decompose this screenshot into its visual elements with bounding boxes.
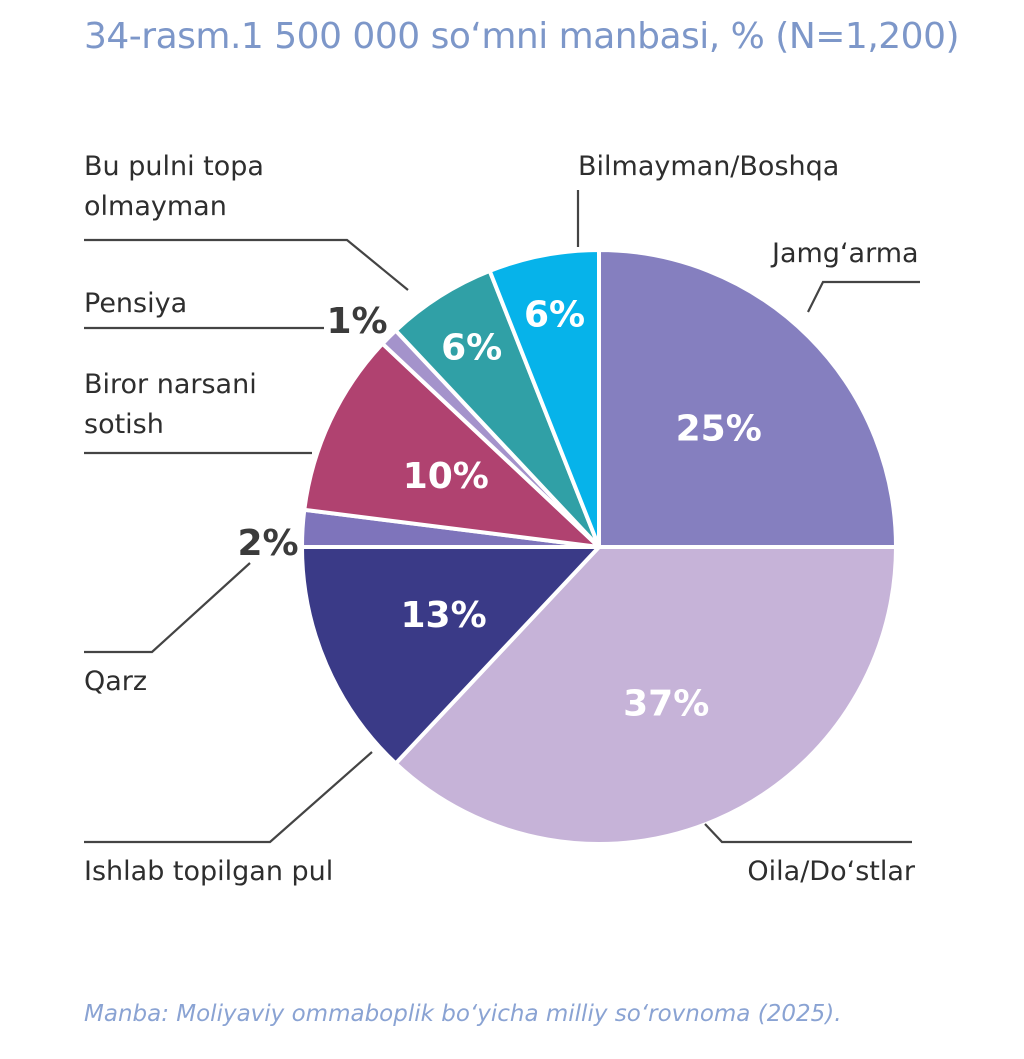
value-label-bilmayman: 6%	[524, 295, 585, 336]
value-label-sotish: 10%	[403, 456, 489, 497]
pie-slice-ishlab	[300, 545, 601, 766]
leader-line-jamgarma	[807, 280, 920, 313]
pie-slice-oila	[393, 545, 898, 846]
pie-slice-bilmayman	[487, 248, 601, 549]
leader-line-topa	[84, 238, 409, 291]
category-label-pensiya: Pensiya	[84, 288, 187, 319]
category-label-qarz: Qarz	[84, 666, 147, 697]
category-label-ishlab: Ishlab topilgan pul	[84, 856, 333, 887]
value-label-pensiya: 1%	[326, 301, 387, 342]
category-label-sotish: Biror narsani sotish	[84, 369, 257, 440]
value-label-oila: 37%	[623, 683, 709, 724]
category-label-jamgarma: Jamg‘arma	[770, 238, 919, 269]
pie-slice-sotish	[302, 341, 601, 549]
pie-slice-jamgarma	[597, 248, 898, 549]
chart-source-note: Manba: Moliyaviy ommaboplik bo‘yicha mil…	[84, 1001, 842, 1027]
leader-lines	[84, 190, 920, 844]
leader-line-oila	[704, 823, 912, 844]
category-label-bilmayman: Bilmayman/Boshqa	[578, 151, 839, 182]
pie-slices	[299, 248, 898, 846]
leader-line-qarz	[84, 562, 251, 654]
pie-labels: 25% Jamg‘arma 37% Oila/Do‘stlar 13% Ishlab to…	[84, 151, 919, 887]
leader-line-ishlab	[84, 751, 373, 844]
value-label-qarz: 2%	[237, 523, 298, 564]
category-label-topa: Bu pulni topa olmayman	[84, 151, 264, 222]
category-label-oila: Oila/Do‘stlar	[747, 856, 915, 887]
chart-title: 34-rasm.1 500 000 so‘mni manbasi, % (N=1…	[84, 16, 960, 57]
value-label-ishlab: 13%	[401, 595, 487, 636]
value-label-topa: 6%	[441, 327, 502, 368]
value-label-jamgarma: 25%	[676, 408, 762, 449]
